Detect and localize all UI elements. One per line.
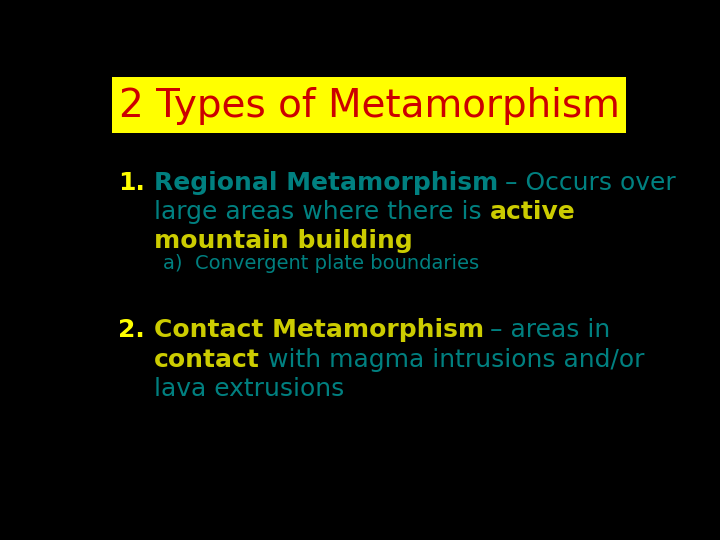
FancyBboxPatch shape	[112, 77, 626, 133]
Text: Contact Metamorphism: Contact Metamorphism	[154, 319, 485, 342]
Text: 1.: 1.	[118, 171, 145, 195]
Text: a)  Convergent plate boundaries: a) Convergent plate boundaries	[163, 254, 479, 273]
Text: contact: contact	[154, 348, 260, 372]
Text: with magma intrusions and/or: with magma intrusions and/or	[260, 348, 644, 372]
Text: active: active	[490, 200, 575, 224]
Text: 2.: 2.	[118, 319, 145, 342]
Text: large areas where there is: large areas where there is	[154, 200, 490, 224]
Text: mountain building: mountain building	[154, 229, 413, 253]
Text: – areas in: – areas in	[490, 319, 610, 342]
Text: 2 Types of Metamorphism: 2 Types of Metamorphism	[119, 87, 619, 125]
Text: Regional Metamorphism: Regional Metamorphism	[154, 171, 498, 195]
Text: – Occurs over: – Occurs over	[505, 171, 676, 195]
Text: lava extrusions: lava extrusions	[154, 377, 344, 401]
